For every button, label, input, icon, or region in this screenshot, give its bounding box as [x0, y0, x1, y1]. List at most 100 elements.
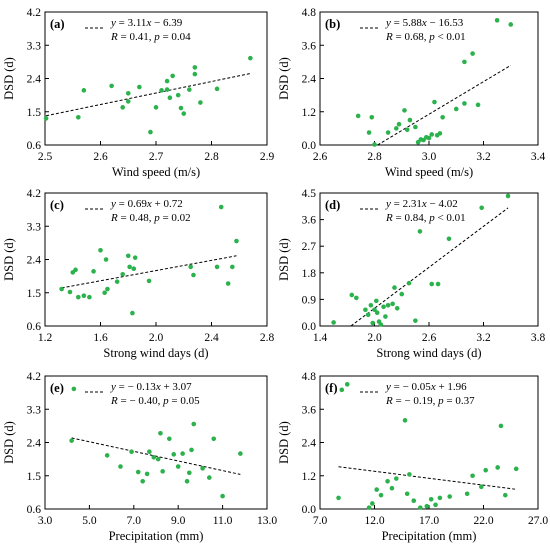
- y-tick-label: 1.5: [27, 471, 42, 483]
- data-point: [392, 285, 397, 290]
- data-point: [432, 99, 437, 105]
- data-point: [508, 22, 514, 27]
- data-point: [187, 470, 192, 476]
- data-point: [175, 464, 181, 469]
- data-point: [153, 105, 159, 110]
- fit-line: [377, 64, 512, 146]
- data-point: [148, 129, 153, 135]
- data-point: [424, 503, 430, 509]
- fit-line: [338, 466, 517, 490]
- legend-stats: R = − 0.19, p = 0.37: [385, 395, 475, 407]
- data-point: [125, 90, 131, 96]
- x-tick-label: 27.0: [528, 515, 548, 527]
- data-point: [464, 491, 470, 497]
- y-tick-label: 2.4: [27, 438, 42, 450]
- data-point: [120, 271, 125, 277]
- data-point: [374, 487, 379, 492]
- data-point: [81, 88, 87, 93]
- data-point: [76, 294, 81, 300]
- fit-line: [46, 72, 251, 117]
- data-point: [385, 478, 390, 484]
- data-point: [426, 135, 432, 141]
- panel-label: (d): [325, 198, 340, 212]
- data-point: [189, 447, 194, 453]
- data-point: [378, 492, 384, 498]
- x-tick-label: 12.0: [364, 515, 384, 527]
- data-point: [417, 229, 423, 234]
- legend-stats: R = 0.84, p < 0.01: [385, 212, 466, 224]
- y-tick-label: 1.5: [27, 107, 42, 119]
- y-tick-label: 0.6: [27, 321, 42, 333]
- panel-a: 2.5 2.6 2.7 2.8 2.9 0.6 1.5 2.4 3.3 4.2 Wind speed…: [2, 7, 274, 179]
- y-axis-label: DSD (d): [277, 421, 291, 464]
- x-axis-label: Precipitation (mm): [109, 529, 204, 543]
- x-axis-label: Strong wind days (d): [376, 346, 481, 360]
- x-tick-label: 2.8: [204, 151, 219, 163]
- data-point: [230, 264, 235, 270]
- data-point: [344, 382, 350, 387]
- data-point: [188, 264, 193, 270]
- data-point: [475, 102, 481, 108]
- x-tick-label: 3.2: [476, 151, 491, 163]
- data-point: [378, 322, 384, 327]
- x-tick-label: 17.0: [419, 515, 439, 527]
- x-tick-label: 22.0: [473, 515, 493, 527]
- x-tick-label: 13.0: [257, 515, 277, 527]
- x-tick-label: 2.9: [260, 151, 275, 163]
- data-point: [98, 247, 103, 253]
- data-point: [178, 105, 184, 111]
- data-point: [437, 131, 443, 136]
- data-point: [167, 436, 172, 442]
- data-point: [120, 105, 125, 110]
- x-tick-label: 2.8: [260, 332, 275, 344]
- data-point: [407, 117, 413, 123]
- data-point: [331, 320, 336, 325]
- x-tick-label: 2.6: [93, 151, 108, 163]
- y-tick-label: 2.7: [302, 241, 317, 253]
- data-point: [234, 238, 239, 244]
- data-point: [76, 114, 81, 120]
- data-point: [349, 292, 355, 298]
- data-point: [394, 305, 400, 311]
- data-point: [151, 454, 157, 460]
- data-point: [385, 130, 391, 135]
- data-point: [73, 267, 78, 273]
- x-tick-label: 3.0: [422, 151, 437, 163]
- y-tick-label: 0.9: [302, 294, 317, 306]
- data-point: [339, 387, 345, 393]
- data-point: [206, 475, 212, 480]
- data-point: [129, 449, 134, 455]
- data-point: [184, 478, 190, 484]
- data-point: [354, 295, 359, 301]
- data-point: [71, 386, 77, 392]
- data-point: [404, 127, 410, 133]
- data-point: [109, 83, 114, 89]
- y-tick-label: 3.3: [27, 221, 42, 233]
- data-point: [102, 290, 107, 296]
- data-point: [447, 494, 453, 499]
- data-point: [428, 497, 434, 502]
- data-point: [355, 113, 361, 119]
- fit-line: [350, 207, 509, 327]
- data-point: [167, 95, 173, 101]
- y-tick-label: 4.5: [302, 188, 317, 200]
- y-tick-label: 1.2: [302, 107, 317, 119]
- data-point: [437, 495, 443, 501]
- data-point: [429, 281, 435, 287]
- panel-b: 2.6 2.8 3.0 3.2 3.4 0.0 1.2 2.4 3.6 4.8 Wind speed…: [277, 7, 545, 179]
- data-point: [462, 101, 467, 106]
- data-point: [495, 465, 500, 470]
- x-tick-label: 2.0: [149, 332, 164, 344]
- x-tick-label: 5.0: [82, 515, 97, 527]
- data-point: [105, 286, 110, 292]
- data-point: [159, 88, 164, 93]
- legend-equation: y = 5.88x − 16.53: [385, 17, 464, 29]
- panel-label: (f): [325, 381, 338, 395]
- data-point: [125, 99, 131, 104]
- data-point: [125, 253, 131, 259]
- data-point: [417, 505, 423, 510]
- data-point: [191, 272, 196, 278]
- y-tick-label: 2.4: [27, 74, 42, 86]
- x-tick-label: 2.7: [149, 151, 164, 163]
- y-tick-label: 0.6: [27, 140, 42, 152]
